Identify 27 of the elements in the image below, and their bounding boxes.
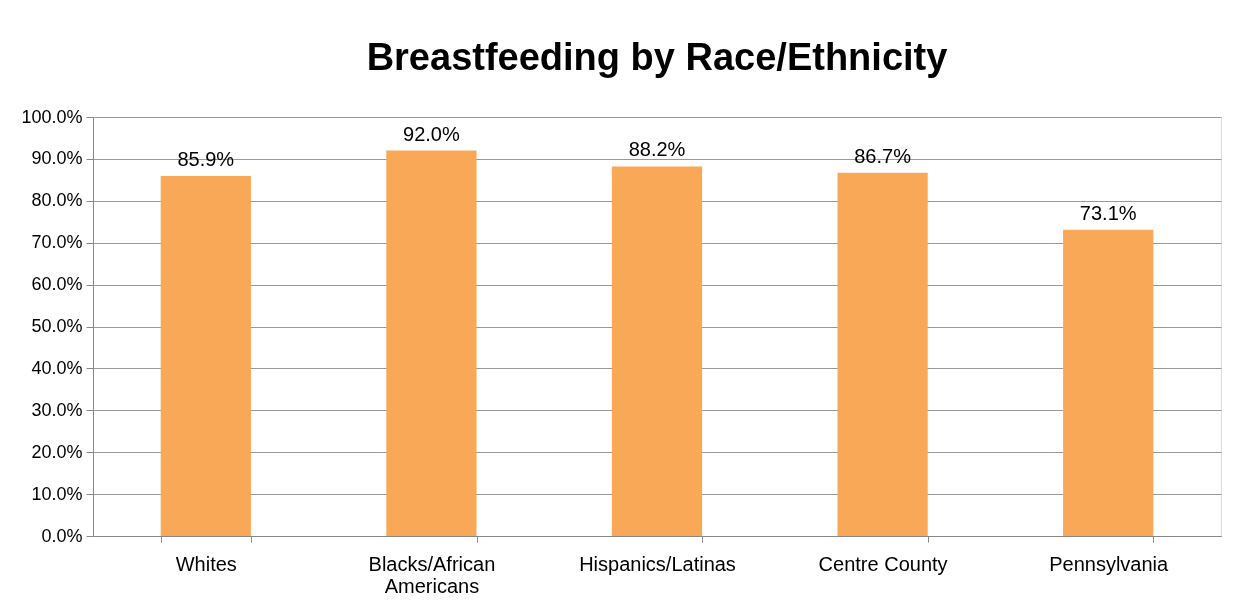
x-tick-label: Blacks/African Americans [368, 552, 496, 597]
y-tick-label: 40.0% [31, 357, 83, 378]
x-tick-label: Pennsylvania [1049, 552, 1170, 575]
y-tick-label: 30.0% [31, 399, 83, 420]
y-tick-label: 10.0% [31, 483, 83, 504]
y-tick-label: 90.0% [31, 148, 83, 169]
chart-title: Breastfeeding by Race/Ethnicity [366, 36, 948, 78]
data-label: 88.2% [628, 138, 686, 161]
bar [837, 172, 928, 536]
y-tick-label: 20.0% [31, 441, 83, 462]
x-tick-label: Whites [175, 552, 237, 575]
data-label: 73.1% [1079, 201, 1137, 224]
data-label: 86.7% [854, 144, 912, 167]
y-tick-label: 60.0% [31, 274, 83, 295]
data-label: 85.9% [177, 148, 235, 171]
y-tick-label: 80.0% [31, 190, 83, 211]
bar [386, 150, 477, 536]
bar [1063, 229, 1154, 536]
x-tick-label: Hispanics/Latinas [579, 552, 736, 575]
bar [611, 166, 703, 536]
data-label: 92.0% [403, 122, 460, 145]
y-tick-label: 0.0% [41, 525, 83, 546]
y-tick-label: 70.0% [31, 232, 83, 253]
y-tick-label: 100.0% [21, 106, 83, 127]
bar [160, 176, 251, 536]
y-tick-label: 50.0% [31, 316, 83, 336]
x-tick-label: Centre County [818, 552, 948, 575]
